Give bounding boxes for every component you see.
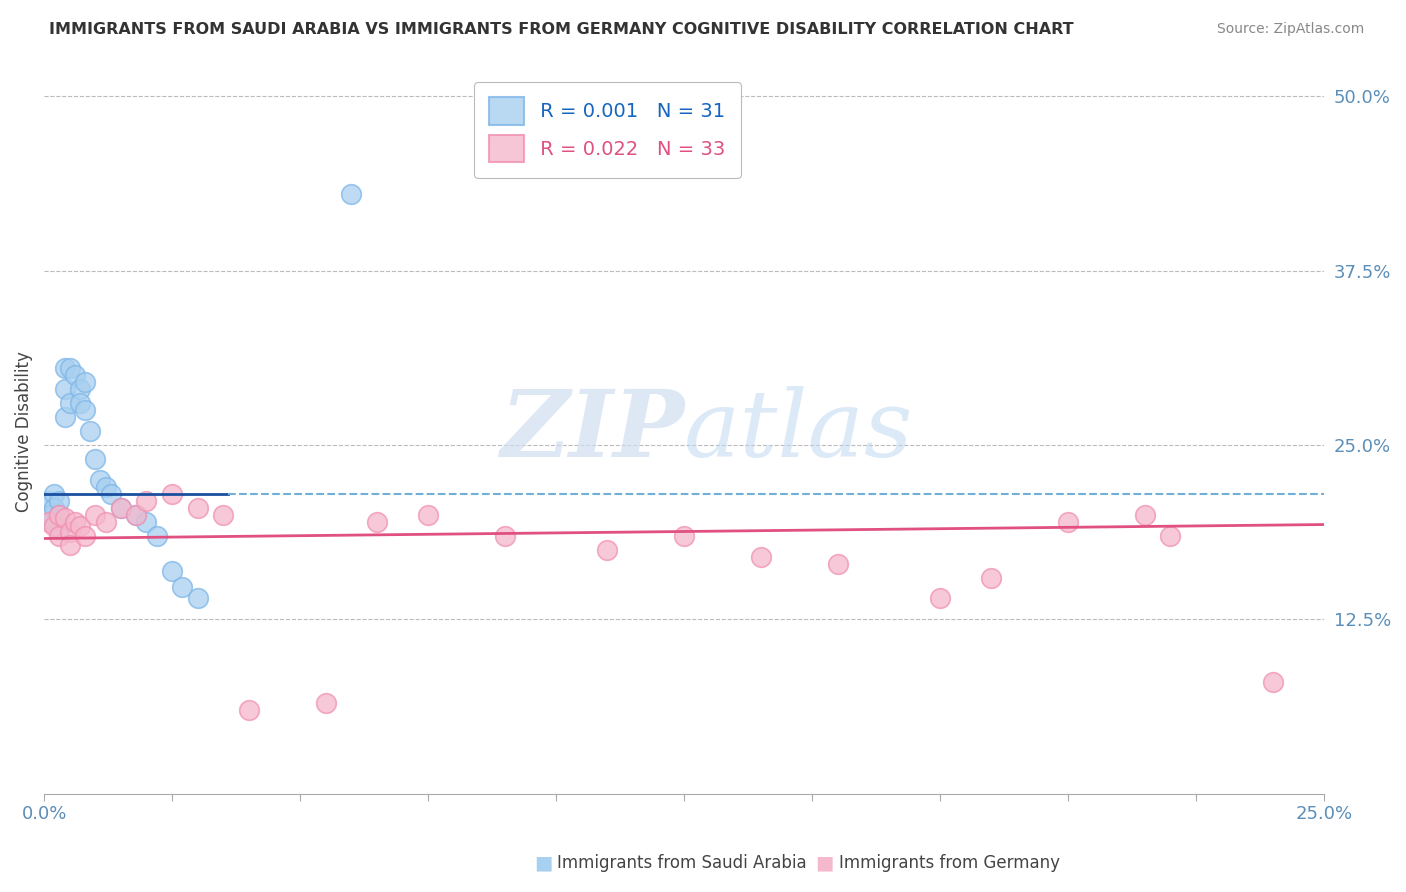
Point: [125, 508, 148, 522]
Point: [48, 493, 70, 508]
Point: [100, 487, 122, 501]
Point: [340, 187, 363, 202]
Point: [172, 580, 194, 594]
Legend:  R = 0.001   N = 31,  R = 0.022   N = 33: R = 0.001 N = 31, R = 0.022 N = 33: [474, 82, 741, 178]
Point: [44, 519, 66, 533]
Point: [145, 529, 167, 543]
Point: [44, 515, 66, 529]
Point: [187, 591, 209, 606]
Point: [48, 529, 70, 543]
Point: [69, 382, 91, 396]
Point: [238, 703, 260, 717]
Text: atlas: atlas: [683, 386, 914, 476]
Point: [53, 510, 76, 524]
Point: [94, 480, 117, 494]
Point: [160, 487, 183, 501]
Point: [827, 557, 849, 571]
Point: [125, 508, 148, 522]
Point: [1133, 508, 1156, 522]
Point: [75, 529, 97, 543]
Point: [75, 376, 97, 390]
Point: [48, 508, 70, 522]
Point: [980, 570, 1002, 584]
Text: Source: ZipAtlas.com: Source: ZipAtlas.com: [1216, 22, 1364, 37]
Point: [89, 473, 111, 487]
Point: [929, 591, 952, 606]
Point: [110, 500, 132, 515]
Point: [160, 564, 183, 578]
Point: [94, 515, 117, 529]
Point: [84, 508, 107, 522]
Point: [1057, 515, 1080, 529]
Point: [59, 396, 82, 410]
Point: [48, 522, 70, 536]
Text: ■: ■: [534, 854, 553, 872]
Point: [63, 368, 86, 383]
Point: [749, 549, 772, 564]
Point: [63, 515, 86, 529]
Point: [59, 538, 82, 552]
Y-axis label: Cognitive Disability: Cognitive Disability: [15, 351, 32, 511]
Point: [59, 524, 82, 539]
Point: [110, 500, 132, 515]
Point: [44, 500, 66, 515]
Point: [53, 382, 76, 396]
Point: [38, 515, 60, 529]
Point: [59, 361, 82, 376]
Point: [366, 515, 388, 529]
Point: [53, 361, 76, 376]
Point: [38, 508, 60, 522]
Text: IMMIGRANTS FROM SAUDI ARABIA VS IMMIGRANTS FROM GERMANY COGNITIVE DISABILITY COR: IMMIGRANTS FROM SAUDI ARABIA VS IMMIGRAN…: [49, 22, 1074, 37]
Point: [38, 493, 60, 508]
Point: [69, 396, 91, 410]
Point: [135, 515, 157, 529]
Text: ■: ■: [815, 854, 834, 872]
Point: [596, 542, 619, 557]
Point: [416, 508, 439, 522]
Point: [69, 519, 91, 533]
Point: [672, 529, 695, 543]
Point: [79, 424, 101, 438]
Point: [1159, 529, 1181, 543]
Point: [212, 508, 235, 522]
Point: [44, 487, 66, 501]
Text: Immigrants from Saudi Arabia: Immigrants from Saudi Arabia: [557, 855, 807, 872]
Point: [53, 410, 76, 425]
Text: ZIP: ZIP: [499, 386, 683, 476]
Point: [1261, 675, 1284, 690]
Point: [494, 529, 516, 543]
Point: [315, 696, 337, 710]
Point: [187, 500, 209, 515]
Point: [135, 493, 157, 508]
Point: [84, 452, 107, 467]
Text: Immigrants from Germany: Immigrants from Germany: [839, 855, 1060, 872]
Point: [75, 403, 97, 417]
Point: [48, 508, 70, 522]
